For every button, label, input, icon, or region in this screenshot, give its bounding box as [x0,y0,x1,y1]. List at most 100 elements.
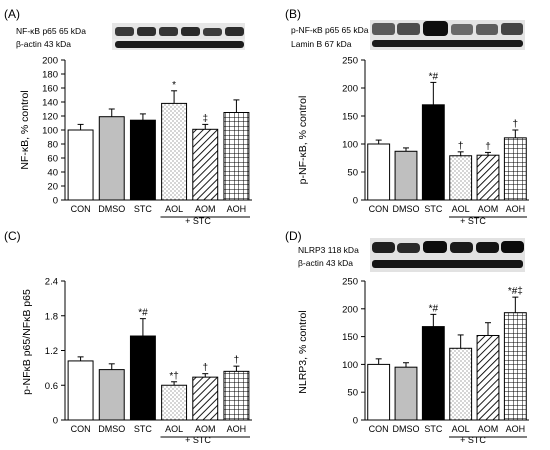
y-axis-title: NLRP3, % control [297,310,309,393]
bar [421,326,445,421]
significance-marker: † [458,141,464,152]
panel-label: (D) [285,229,302,243]
x-tick-label: CON [71,204,91,214]
panel-label: (A) [4,7,20,21]
western-blot-image [112,23,245,50]
x-tick-label: STC [424,424,443,434]
y-tick-label: 180 [42,70,58,81]
y-tick-label: 80 [47,140,58,151]
x-tick-label: AOH [506,204,526,214]
significance-marker: *# [429,71,439,82]
y-tick-label: 40 [47,168,58,179]
panel-a: (A) NF-κB p65 65 kDa β-actin 43 kDa NF-κ… [4,7,252,226]
y-axis-title: NF-κB, % control [19,90,31,169]
bar [67,129,94,201]
bar [192,376,219,421]
y-tick-label: 200 [342,84,358,95]
bar [223,370,250,421]
x-tick-label: AOH [227,204,247,214]
y-tick-label: 0 [53,416,58,427]
x-tick-label: CON [71,424,91,434]
blot-label: NF-κB p65 65 kDa [16,26,86,36]
x-tick-label: AOM [478,204,499,214]
group-label: + STC [460,435,486,445]
blot-label: Lamin B 67 kDa [291,39,352,49]
bar [161,102,188,201]
x-tick-label: AOH [506,424,526,434]
bar [449,155,473,201]
y-tick-label: 100 [342,140,358,151]
bar [129,335,156,421]
western-blot-image [370,238,525,272]
y-tick-label: 1.8 [45,311,58,322]
bar [161,384,188,421]
x-tick-label: AOL [452,204,470,214]
x-tick-label: STC [424,204,443,214]
group-label: + STC [460,216,486,226]
bar [98,116,125,201]
x-tick-label: AOL [452,424,470,434]
y-tick-label: 0.6 [45,381,58,392]
bar [394,150,418,201]
significance-marker: † [234,355,240,366]
bar [476,334,500,421]
bar [449,347,473,421]
significance-marker: * [172,80,176,91]
x-tick-label: AOL [165,204,183,214]
x-tick-label: AOM [195,204,216,214]
significance-marker: ‡ [202,113,208,124]
svg-text:p-NF-κB, % control: p-NF-κB, % control [297,96,309,185]
y-tick-label: 2.4 [45,277,58,288]
y-tick-label: 1.2 [45,346,58,357]
bar [98,369,125,421]
panel-label: (B) [285,7,301,21]
y-tick-label: 60 [47,154,58,165]
x-tick-label: DMSO [393,424,420,434]
x-tick-label: CON [369,424,389,434]
bar [503,312,527,421]
svg-text:NF-κB, % control: NF-κB, % control [19,90,31,169]
y-axis-title: p-NF-κB, % control [297,96,309,185]
panel-c: (C) p-NFκB p65/NFκB p65 + STC 0 0.6 1.2 1.8… [4,229,252,445]
blot-label: β-actin 43 kDa [16,39,71,49]
x-tick-label: CON [369,204,389,214]
y-tick-label: 50 [347,388,358,399]
y-tick-label: 20 [47,182,58,193]
y-tick-label: 150 [342,112,358,123]
blot-label: β-actin 43 kDa [298,258,353,268]
panel-b: (B) p-NF-κB p65 65 kDa Lamin B 67 kDa p-… [285,7,529,226]
y-axis-title: p-NFκB p65/NFκB p65 [21,289,33,395]
y-tick-label: 100 [42,126,58,137]
blot-label: NLRP3 118 kDa [298,245,359,255]
x-tick-label: DMSO [98,204,125,214]
group-label: + STC [185,435,211,445]
y-tick-label: 160 [42,84,58,95]
x-tick-label: AOM [195,424,216,434]
y-tick-label: 200 [42,56,58,67]
y-tick-label: 250 [342,277,358,288]
x-tick-label: AOH [227,424,247,434]
y-tick-label: 0 [353,196,358,207]
y-tick-label: 250 [342,56,358,67]
significance-marker: *# [429,303,439,314]
bar [367,363,391,421]
x-tick-label: AOM [478,424,499,434]
y-tick-label: 140 [42,98,58,109]
significance-marker: † [485,141,491,152]
bar [192,128,219,201]
significance-marker: *# [138,308,148,319]
bar [223,112,250,201]
y-tick-label: 0 [53,196,58,207]
significance-marker: † [202,363,208,374]
group-label: + STC [185,216,211,226]
y-tick-label: 120 [42,112,58,123]
y-tick-label: 0 [353,416,358,427]
panel-d: (D) NLRP3 118 kDa β-actin 43 kDa NLRP3, … [285,229,529,445]
bar [129,119,156,201]
x-tick-label: AOL [165,424,183,434]
svg-text:p-NFκB p65/NFκB p65: p-NFκB p65/NFκB p65 [21,289,33,395]
x-tick-label: STC [134,204,153,214]
bar [67,360,94,421]
y-tick-label: 50 [347,168,358,179]
